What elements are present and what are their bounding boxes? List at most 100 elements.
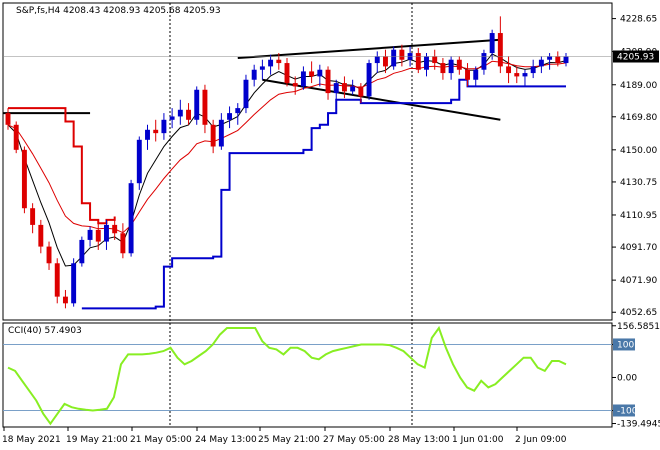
price-tick-label: 4169.80 bbox=[620, 113, 657, 123]
candle-body bbox=[30, 208, 36, 225]
candle-body bbox=[473, 69, 479, 80]
candle-body bbox=[46, 246, 52, 264]
candle-body bbox=[391, 49, 397, 67]
candle-body bbox=[350, 86, 356, 92]
cci-level-box bbox=[613, 338, 635, 351]
cci-level-box bbox=[613, 404, 635, 417]
price-tick-label: 4228.65 bbox=[620, 15, 657, 25]
candle-body bbox=[563, 56, 569, 64]
candle-body bbox=[194, 89, 200, 120]
cci-indicator-label: CCI(40) 57.4903 bbox=[8, 326, 82, 336]
candle-body bbox=[218, 119, 224, 147]
price-tick-label: 4189.00 bbox=[620, 81, 657, 91]
cci-tick-label: 0.00 bbox=[617, 373, 637, 383]
price-panel-frame bbox=[2, 2, 613, 321]
time-tick-label: 24 May 13:00 bbox=[195, 435, 257, 445]
candle-body bbox=[161, 119, 167, 134]
candle-body bbox=[259, 66, 265, 70]
cci-tick-label: -139.4945 bbox=[617, 420, 660, 430]
candle-body bbox=[317, 69, 323, 77]
candle-body bbox=[538, 59, 544, 67]
upper-trendline bbox=[237, 38, 501, 60]
current-price-label: 4205.93 bbox=[617, 53, 654, 63]
candle-body bbox=[300, 71, 306, 87]
cci-tick-label: 156.5851 bbox=[617, 322, 660, 332]
candle-body bbox=[38, 224, 44, 247]
cci-tick-label: -100 bbox=[617, 406, 638, 416]
cci-panel-frame bbox=[2, 322, 613, 428]
candle-body bbox=[112, 224, 118, 234]
cci-line bbox=[7, 325, 567, 426]
candle-body bbox=[424, 56, 429, 70]
time-tick-label: 21 May 05:00 bbox=[130, 435, 192, 445]
candle-body bbox=[251, 69, 257, 80]
candle-body bbox=[333, 83, 339, 94]
price-tick-label: 4052.65 bbox=[620, 308, 657, 318]
candle-body bbox=[120, 233, 126, 254]
candle-body bbox=[177, 109, 183, 117]
candles bbox=[5, 16, 569, 309]
candle-body bbox=[415, 53, 421, 70]
current-price-box bbox=[613, 50, 659, 63]
time-tick-label: 18 May 2021 bbox=[2, 435, 61, 445]
candle-body bbox=[186, 109, 191, 120]
candle-body bbox=[547, 56, 553, 60]
candle-body bbox=[489, 33, 495, 54]
candle-body bbox=[227, 113, 233, 120]
candle-body bbox=[71, 263, 77, 304]
price-tick-label: 4110.95 bbox=[620, 211, 657, 221]
price-tick-label: 4130.75 bbox=[620, 178, 657, 188]
candle-body bbox=[506, 66, 512, 74]
candle-body bbox=[465, 69, 470, 80]
candle-body bbox=[210, 124, 216, 147]
candle-body bbox=[448, 59, 454, 74]
candle-body bbox=[243, 79, 249, 109]
candle-body bbox=[440, 63, 446, 74]
time-tick-label: 28 May 13:00 bbox=[388, 435, 450, 445]
candle-body bbox=[358, 86, 364, 97]
candle-body bbox=[21, 149, 27, 209]
candle-body bbox=[268, 59, 274, 67]
candle-body bbox=[481, 53, 487, 70]
candle-body bbox=[284, 63, 290, 84]
candle-body bbox=[54, 263, 60, 297]
candle-body bbox=[5, 113, 11, 125]
candle-body bbox=[169, 116, 175, 120]
candle-body bbox=[95, 229, 101, 242]
time-tick-label: 2 Jun 09:00 bbox=[515, 435, 567, 445]
candle-body bbox=[341, 83, 347, 92]
candle-body bbox=[202, 89, 208, 125]
cci-tick-label: 100 bbox=[617, 340, 634, 350]
candle-body bbox=[522, 73, 528, 77]
candle-body bbox=[325, 69, 331, 94]
cci-panel: 156.5851 100 0.00 -100 -139.4945 bbox=[3, 322, 660, 430]
resistance-step-line bbox=[8, 107, 116, 225]
candle-body bbox=[128, 183, 134, 254]
candle-body bbox=[79, 239, 85, 264]
candle-body bbox=[145, 129, 150, 140]
time-tick-label: 25 May 21:00 bbox=[258, 435, 320, 445]
candle-body bbox=[374, 56, 380, 64]
candle-body bbox=[62, 296, 68, 304]
candle-body bbox=[276, 59, 282, 64]
candle-body bbox=[497, 33, 503, 67]
ema-slow-line bbox=[7, 60, 567, 234]
price-tick-label: 4150.00 bbox=[620, 146, 657, 156]
candle-body bbox=[530, 66, 536, 74]
time-tick-label: 27 May 05:00 bbox=[323, 435, 385, 445]
price-tick-label: 4071.90 bbox=[620, 276, 657, 286]
chart-header: S&P,fs,H4 4208.43 4208.93 4205.68 4205.9… bbox=[16, 6, 221, 16]
candle-body bbox=[555, 56, 561, 64]
candle-body bbox=[383, 56, 388, 67]
candle-body bbox=[87, 229, 93, 240]
candle-body bbox=[309, 71, 315, 77]
candle-body bbox=[136, 139, 142, 184]
candle-body bbox=[514, 73, 520, 77]
candle-body bbox=[399, 49, 405, 60]
time-tick-label: 19 May 21:00 bbox=[66, 435, 128, 445]
candle-body bbox=[366, 63, 372, 97]
candle-body bbox=[13, 124, 19, 150]
candle-body bbox=[104, 224, 109, 242]
